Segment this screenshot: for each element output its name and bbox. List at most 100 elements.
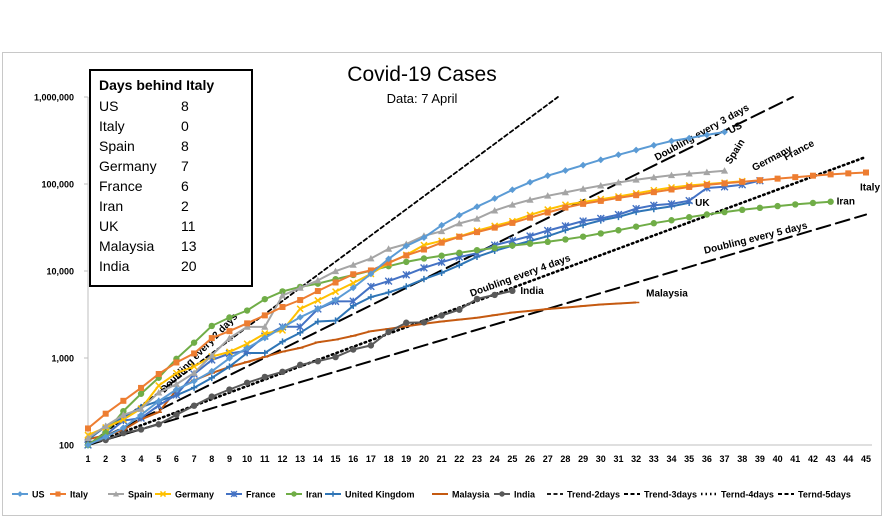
data-point-italy: [173, 359, 180, 366]
data-point-spain: [685, 170, 693, 177]
legend-item-italy: Italy: [50, 490, 88, 500]
legend-item-india: India: [494, 490, 536, 500]
data-point-spain: [579, 185, 587, 192]
data-point-italy: [633, 192, 640, 199]
data-point-india: [456, 306, 463, 313]
data-point-italy: [456, 233, 463, 240]
legend-label-united-kingdom: United Kingdom: [345, 490, 415, 500]
data-point-spain: [243, 323, 251, 330]
x-tick-label: 43: [826, 454, 836, 464]
data-point-iran: [792, 201, 799, 208]
data-point-iran: [102, 429, 109, 436]
legend-item-united-kingdom: United Kingdom: [325, 490, 415, 500]
data-point-italy: [350, 271, 357, 278]
data-point-us: [279, 324, 286, 331]
data-point-iran: [597, 230, 604, 237]
data-point-germany: [225, 348, 233, 356]
data-point-iran: [685, 214, 693, 221]
data-point-united-kingdom: [544, 232, 551, 240]
data-point-india: [261, 373, 269, 381]
data-point-iran: [137, 390, 145, 397]
days-behind-row: UK 11: [99, 216, 243, 236]
data-point-us: [137, 411, 145, 419]
data-point-india: [279, 368, 286, 376]
days-behind-row: Iran 2: [99, 196, 243, 216]
data-point-italy: [474, 229, 480, 236]
data-point-us: [544, 172, 552, 180]
data-point-spain: [102, 422, 110, 429]
y-tick-label: 1,000,000: [34, 93, 74, 103]
x-tick-label: 26: [525, 454, 535, 464]
legend-label-ternd-4days: Ternd-4days: [721, 490, 774, 500]
data-point-spain: [155, 389, 163, 396]
data-point-spain: [84, 434, 92, 441]
data-point-italy: [261, 312, 268, 319]
data-point-us: [208, 367, 216, 375]
series-label-united-kingdom: UK: [695, 198, 710, 209]
data-point-spain: [544, 192, 552, 199]
x-tick-label: 18: [384, 454, 394, 464]
data-point-spain: [367, 254, 375, 262]
series-label-italy: Italy: [860, 182, 880, 193]
data-point-united-kingdom: [279, 338, 286, 345]
trend-label-5days: Doubling every 5 days: [703, 220, 809, 256]
data-point-iran: [615, 227, 622, 234]
days-behind-table: Days behind Italy US 8 Italy 0 Spain 8 Germany…: [89, 69, 253, 287]
data-point-italy: [597, 197, 604, 204]
x-tick-label: 25: [507, 454, 517, 464]
legend-swatch-marker: [330, 491, 336, 497]
data-point-us: [491, 195, 499, 202]
data-point-us: [385, 255, 392, 263]
data-point-spain: [331, 267, 340, 275]
days-behind-country: India: [99, 258, 130, 274]
data-point-iran: [438, 252, 445, 259]
data-point-france: [367, 282, 375, 291]
data-point-france: [420, 263, 428, 272]
data-point-iran: [491, 244, 498, 252]
data-point-iran: [190, 339, 198, 346]
data-point-united-kingdom: [208, 374, 215, 382]
legend-item-ternd-4days: Ternd-4days: [701, 490, 774, 500]
data-point-spain: [384, 245, 393, 252]
data-point-italy: [314, 288, 321, 295]
data-point-united-kingdom: [314, 318, 322, 325]
data-point-iran: [774, 202, 781, 210]
days-behind-row: France 6: [99, 176, 243, 196]
data-point-iran: [809, 199, 817, 207]
x-tick-label: 37: [720, 454, 730, 464]
data-point-germany: [261, 330, 269, 338]
legend-label-trend-2days: Trend-2days: [567, 490, 620, 500]
days-behind-value: 11: [181, 218, 196, 234]
x-tick-label: 27: [543, 454, 553, 464]
data-point-us: [190, 377, 198, 385]
trend-line-5days: [87, 213, 867, 446]
x-tick-label: 31: [613, 454, 623, 464]
data-point-italy: [491, 224, 498, 231]
x-tick-label: 30: [596, 454, 606, 464]
data-point-united-kingdom: [296, 329, 304, 336]
data-point-united-kingdom: [420, 275, 428, 283]
series-label-france: France: [782, 138, 817, 163]
series-layer: [84, 128, 869, 449]
data-point-iran: [544, 238, 551, 246]
x-tick-label: 11: [260, 454, 270, 464]
days-behind-value: 0: [181, 118, 189, 134]
data-point-india: [155, 421, 162, 428]
x-tick-label: 40: [773, 454, 783, 464]
data-point-us: [508, 186, 516, 194]
data-point-spain: [119, 411, 127, 418]
data-point-france: [349, 297, 358, 306]
legend-item-us: US: [12, 490, 45, 500]
x-tick-label: 3: [121, 454, 126, 464]
legend-item-spain: Spain: [108, 490, 153, 500]
data-point-italy: [102, 410, 109, 417]
days-behind-row: US 8: [99, 96, 243, 116]
legend-item-trend-3days: Trend-3days: [624, 490, 697, 500]
data-point-france: [296, 322, 305, 331]
data-point-us: [226, 354, 233, 362]
data-point-italy: [297, 297, 304, 304]
series-label-iran: Iran: [837, 197, 855, 208]
data-point-india: [491, 291, 498, 299]
data-point-spain: [261, 323, 269, 330]
